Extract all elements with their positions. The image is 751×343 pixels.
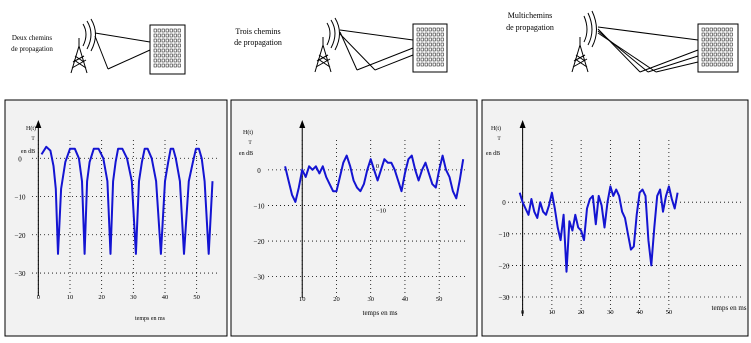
y-axis-unit: en dB [239,151,253,157]
y-axis-label: T [248,140,252,146]
propagation-rays [597,26,699,73]
x-tick-label: 50 [436,296,443,303]
radio-waves-icon [82,18,96,52]
x-tick-label: 10 [299,296,306,303]
series-line [518,185,679,273]
x-axis-label: temps en ms [135,316,166,322]
chart-plot: H(t) Ten dB 0 −10 −20 −30 10 20 30 40 50 temps en m… [239,120,468,317]
radio-waves-icon [326,17,340,51]
x-axis-label: temps en ms [363,309,398,317]
y-axis-label: H(t) [243,129,253,136]
y-axis-arrow [35,120,42,128]
x-tick-label: 30 [367,296,374,303]
y-axis-arrow [519,120,526,128]
y-tick-label: 0 [18,155,22,163]
scene-two-paths: Deux chemins de propagation [11,18,186,75]
chart-panel-three-paths: H(t) Ten dB 0 −10 −20 −30 10 20 30 40 50 temps en m… [230,99,478,337]
series-line [40,145,214,255]
scene-multipath: Multichemins de propagation [506,10,739,73]
y-axis-label: T [497,136,501,142]
propagation-rays [94,32,151,70]
y-axis-arrow [299,120,306,128]
y-axis-label: T [31,136,35,142]
y-tick-label: −30 [499,294,510,302]
x-tick-label: 20 [98,294,105,301]
x-tick-label: 0 [521,309,524,316]
scene-caption-line: de propagation [506,23,554,32]
chart-annotation: −10 [376,208,386,215]
y-axis-label: H(t) [26,125,36,132]
x-tick-label: 10 [549,309,556,316]
y-tick-label: −10 [15,194,26,202]
x-tick-label: 50 [193,294,200,301]
building-icon [412,23,448,73]
building-icon [697,23,739,73]
antenna-tower-icon [571,37,589,73]
series-line [284,154,465,203]
scene-three-paths: Trois chemins de propagation [234,17,448,73]
x-tick-label: 30 [130,294,137,301]
radio-waves-icon [583,10,597,48]
x-tick-label: 40 [402,296,409,303]
scene-caption-line: Multichemins [508,11,552,20]
propagation-rays [339,29,414,71]
x-tick-label: 0 [37,294,40,301]
scene-caption-line: de propagation [234,38,282,47]
antenna-tower-icon [314,37,332,73]
y-axis-unit: en dB [486,151,500,157]
y-tick-label: −20 [499,262,510,270]
y-tick-label: −30 [15,270,26,278]
y-axis-label: H(t) [491,125,501,132]
x-tick-label: 50 [666,309,673,316]
x-tick-label: 40 [162,294,169,301]
scene-caption-line: Deux chemins [12,34,53,42]
scene-caption-line: de propagation [11,45,53,53]
x-tick-label: 20 [578,309,585,316]
chart-plot: H(t) Ten dB 0 −10 −20 −30 0 10 20 30 40 50 temps en … [486,120,747,316]
chart-panel-multipath: H(t) Ten dB 0 −10 −20 −30 0 10 20 30 40 50 temps en … [481,99,749,337]
x-tick-label: 20 [333,296,340,303]
y-tick-label: −30 [254,274,265,282]
antenna-tower-icon [70,38,88,74]
chart-annotation: 0 [376,163,379,170]
y-tick-label: −20 [15,232,26,240]
y-axis-unit: en dB [21,149,35,155]
y-tick-label: −20 [254,238,265,246]
x-axis-label: temps en ms [712,304,747,312]
y-tick-label: −10 [499,231,510,239]
x-tick-label: 30 [607,309,614,316]
y-tick-label: −10 [254,202,265,210]
y-tick-label: 0 [257,167,261,175]
y-tick-label: 0 [502,199,506,207]
x-tick-label: 10 [67,294,74,301]
x-tick-label: 40 [636,309,643,316]
scene-caption-line: Trois chemins [235,27,280,36]
building-icon [149,24,186,75]
